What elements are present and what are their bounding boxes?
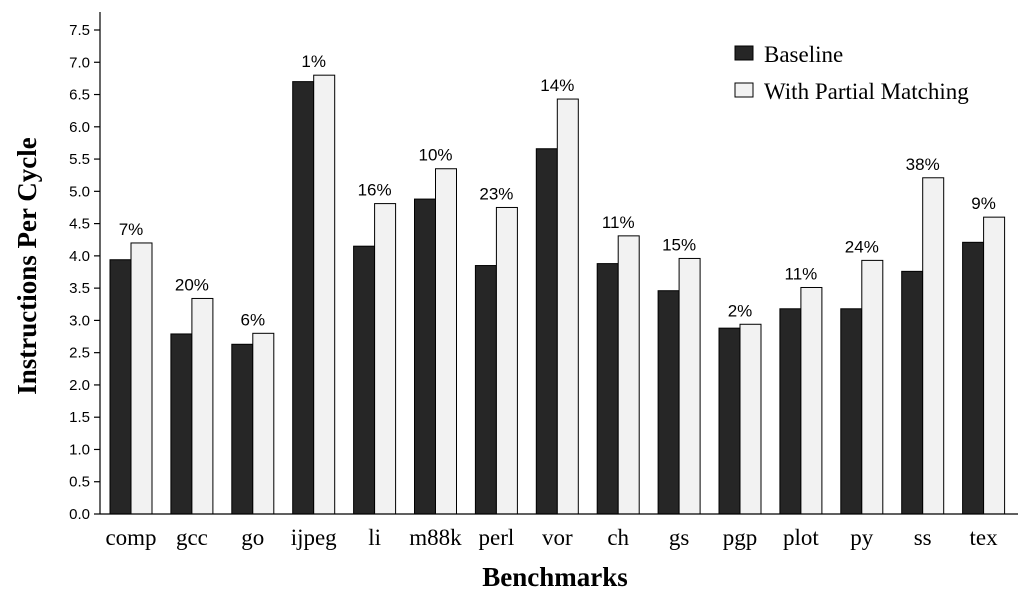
x-tick-label: ijpeg bbox=[291, 525, 337, 550]
x-tick-label: gcc bbox=[176, 525, 208, 550]
y-tick-label: 5.5 bbox=[69, 151, 90, 168]
bar-partial-matching-vor bbox=[556, 98, 579, 515]
improvement-label: 38% bbox=[906, 155, 940, 174]
bar-partial-matching-gs bbox=[678, 257, 701, 515]
improvement-label: 10% bbox=[418, 146, 452, 165]
bar-partial-matching-tex bbox=[983, 216, 1006, 515]
bar-partial-matching-ch bbox=[617, 235, 640, 515]
improvement-label: 20% bbox=[175, 275, 209, 294]
legend-label-partial-matching: With Partial Matching bbox=[764, 79, 969, 104]
x-tick-label: py bbox=[850, 525, 874, 550]
bar-baseline-comp bbox=[109, 259, 132, 515]
x-axis-title: Benchmarks bbox=[482, 562, 628, 592]
x-tick-label: ch bbox=[607, 525, 629, 550]
x-tick-label: perl bbox=[479, 525, 515, 550]
y-axis-title: Instructions Per Cycle bbox=[12, 137, 42, 394]
bar-partial-matching-m88k bbox=[435, 168, 457, 515]
x-tick-label: tex bbox=[970, 525, 999, 550]
improvement-label: 11% bbox=[602, 213, 635, 232]
y-tick-label: 7.0 bbox=[69, 54, 90, 71]
y-tick-label: 5.0 bbox=[69, 183, 90, 200]
bar-baseline-ss bbox=[901, 270, 924, 515]
y-tick-label: 3.5 bbox=[69, 280, 90, 297]
bar-baseline-perl bbox=[474, 265, 497, 515]
x-tick-label: vor bbox=[542, 525, 573, 550]
y-tick-label: 0.0 bbox=[69, 506, 90, 523]
bar-baseline-gcc bbox=[170, 333, 193, 515]
y-tick-label: 7.5 bbox=[69, 22, 90, 39]
improvement-label: 11% bbox=[785, 264, 818, 283]
y-tick-label: 4.5 bbox=[69, 216, 90, 233]
bar-partial-matching-comp bbox=[130, 242, 153, 515]
x-tick-label: m88k bbox=[409, 525, 462, 550]
y-tick-label: 1.0 bbox=[69, 441, 90, 458]
y-tick-label: 4.0 bbox=[69, 248, 90, 265]
bar-baseline-li bbox=[353, 245, 376, 515]
bar-baseline-go bbox=[231, 343, 254, 515]
bar-partial-matching-ijpeg bbox=[313, 74, 336, 515]
x-tick-label: go bbox=[241, 525, 264, 550]
bar-partial-matching-ss bbox=[922, 177, 945, 515]
x-tick-label: pgp bbox=[723, 525, 758, 550]
improvement-label: 16% bbox=[358, 181, 392, 200]
x-tick-label: li bbox=[368, 525, 381, 550]
bar-baseline-ijpeg bbox=[292, 81, 315, 515]
improvement-label: 1% bbox=[301, 52, 326, 71]
y-tick-label: 6.0 bbox=[69, 119, 90, 136]
y-tick-label: 2.0 bbox=[69, 377, 90, 394]
bar-baseline-vor bbox=[535, 148, 558, 515]
bar-partial-matching-perl bbox=[495, 206, 518, 515]
y-tick-label: 1.5 bbox=[69, 409, 90, 426]
legend-swatch-partial-matching bbox=[734, 82, 754, 98]
improvement-label: 9% bbox=[971, 194, 996, 213]
x-tick-label: gs bbox=[669, 525, 690, 550]
bar-baseline-gs bbox=[657, 290, 680, 515]
improvement-label: 23% bbox=[479, 184, 513, 203]
bar-partial-matching-pgp bbox=[739, 323, 762, 515]
bars-group bbox=[109, 74, 1006, 515]
y-tick-label: 2.5 bbox=[69, 345, 90, 362]
improvement-label: 6% bbox=[241, 310, 266, 329]
improvement-label: 24% bbox=[845, 237, 879, 256]
legend-swatch-baseline bbox=[734, 45, 754, 61]
bar-partial-matching-go bbox=[252, 332, 275, 515]
bar-baseline-pgp bbox=[718, 327, 741, 515]
annotations-group: 7% 20% 6% 1% 16% 10% 23% 14% 11% 15% 2% 11% 24% 38% 9% bbox=[119, 52, 996, 329]
bar-partial-matching-gcc bbox=[191, 297, 214, 515]
y-axis: 0.0 0.5 1.0 1.5 2.0 2.5 3.0 3.5 4.0 4.5 5.0 5.5 6.0 6… bbox=[69, 12, 101, 523]
bar-partial-matching-plot bbox=[800, 286, 823, 515]
improvement-label: 2% bbox=[728, 301, 753, 320]
improvement-label: 15% bbox=[662, 235, 696, 254]
x-tick-label: ss bbox=[914, 525, 932, 550]
legend-label-baseline: Baseline bbox=[764, 42, 843, 67]
bar-baseline-py bbox=[840, 308, 863, 515]
bar-partial-matching-py bbox=[861, 259, 884, 515]
improvement-label: 7% bbox=[119, 220, 144, 239]
y-tick-label: 6.5 bbox=[69, 87, 90, 104]
improvement-label: 14% bbox=[540, 76, 574, 95]
x-tick-label: comp bbox=[105, 525, 156, 550]
legend: Baseline With Partial Matching bbox=[734, 42, 969, 104]
y-tick-label: 0.5 bbox=[69, 474, 90, 491]
x-tick-label: plot bbox=[783, 525, 819, 550]
bar-baseline-ch bbox=[596, 263, 619, 515]
x-axis: comp gcc go ijpeg li m88k perl vor ch gs pgp plot py… bbox=[105, 525, 998, 550]
bar-baseline-tex bbox=[962, 241, 985, 515]
bar-partial-matching-li bbox=[374, 203, 397, 515]
bar-baseline-m88k bbox=[414, 198, 436, 515]
y-tick-label: 3.0 bbox=[69, 312, 90, 329]
bar-baseline-plot bbox=[779, 308, 802, 515]
